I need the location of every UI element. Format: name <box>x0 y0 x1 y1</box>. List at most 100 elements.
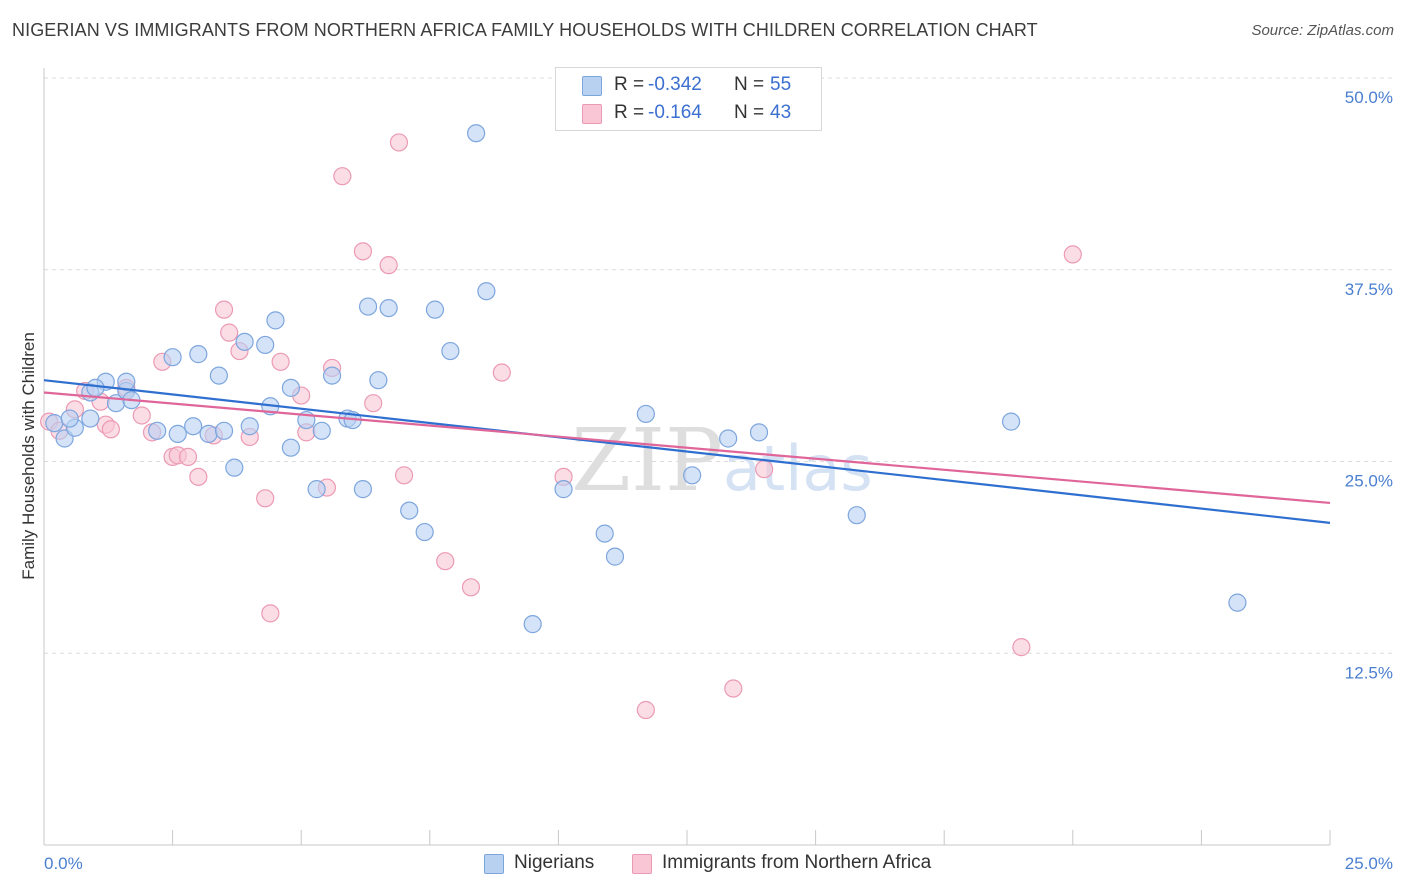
nigerians-point <box>441 341 460 361</box>
r-value: -0.164 <box>648 102 702 123</box>
nigerians-point <box>466 124 486 143</box>
nigerians-point <box>749 423 769 442</box>
immigrants-trend-line <box>43 391 1331 505</box>
nigerians-point <box>353 480 373 499</box>
nigerians-point <box>81 409 100 428</box>
r-label: R = <box>614 102 645 123</box>
nigerians-point <box>240 417 259 436</box>
nigerians-point <box>1228 593 1247 612</box>
nigerians-swatch <box>582 76 602 96</box>
nigerians-point <box>415 522 434 542</box>
immigrants-point <box>364 394 383 413</box>
nigerians-point <box>425 300 445 319</box>
y-axis-label: Family Households with Children <box>19 332 38 580</box>
immigrants-point <box>389 133 409 152</box>
stats-legend: R = -0.342 N = 55 R = -0.164 N = 43 <box>555 67 822 131</box>
nigerians-point <box>312 421 331 440</box>
nigerians-point <box>281 378 301 397</box>
nigerians-point <box>266 311 285 330</box>
watermark-atlas: atlas <box>723 432 873 505</box>
nigerians-point <box>322 366 342 385</box>
series-legend: Nigerians Immigrants from Northern Afric… <box>0 852 1406 878</box>
watermark-zip: ZIP <box>571 411 723 511</box>
immigrants-point <box>1063 245 1082 264</box>
y-tick-label: 50.0% <box>1345 88 1393 107</box>
nigerians-point <box>683 466 702 485</box>
nigerians-point <box>636 404 655 424</box>
immigrants-point <box>256 489 275 508</box>
watermark: ZIPatlas <box>571 411 872 511</box>
nigerians-point <box>163 348 182 367</box>
nigerians-point <box>554 480 573 499</box>
immigrants-point <box>436 552 455 571</box>
n-label: N = <box>734 74 765 95</box>
series-immigrants-points <box>40 79 1082 720</box>
immigrants-point <box>636 700 655 720</box>
chart-source: Source: ZipAtlas.com <box>1251 22 1394 39</box>
nigerians-point <box>400 501 419 520</box>
nigerians-point <box>847 506 866 525</box>
nigerians-point <box>605 547 625 566</box>
nigerians-point <box>209 366 228 385</box>
immigrants-point <box>333 167 352 186</box>
legend-label: Immigrants from Northern Africa <box>662 852 932 873</box>
tick-labels: 12.5% 25.0% 37.5% 50.0% 0.0% 25.0% <box>44 88 1393 873</box>
immigrants-point <box>261 604 280 623</box>
nigerians-point <box>235 332 254 351</box>
x-tick-label: 0.0% <box>44 854 83 873</box>
nigerians-point <box>307 480 326 499</box>
y-tick-label: 37.5% <box>1345 280 1393 299</box>
immigrants-point <box>271 352 290 371</box>
nigerians-point <box>379 299 398 318</box>
immigrants-point <box>220 323 239 342</box>
immigrants-point <box>755 460 774 479</box>
nigerians-point <box>523 615 542 634</box>
nigerians-point <box>477 282 496 301</box>
n-value: 43 <box>770 102 792 123</box>
nigerians-point <box>369 371 388 390</box>
nigerians-point <box>358 297 378 316</box>
nigerians-point <box>1001 412 1021 431</box>
immigrants-point <box>132 406 151 425</box>
n-value: 55 <box>770 74 792 95</box>
y-tick-label: 12.5% <box>1345 663 1393 682</box>
immigrants-point <box>724 679 743 698</box>
immigrants-point <box>101 420 120 439</box>
nigerians-point <box>225 458 244 477</box>
stats-row-immigrants: R = -0.164 N = 43 <box>556 100 821 128</box>
r-value: -0.342 <box>648 74 702 95</box>
immigrants-point <box>492 363 511 382</box>
immigrants-point <box>178 447 198 466</box>
immigrants-point <box>353 242 373 261</box>
immigrants-point <box>394 466 414 485</box>
nigerians-point <box>148 421 167 440</box>
nigerians-point <box>189 345 208 364</box>
r-label: R = <box>614 74 645 95</box>
immigrants-swatch <box>582 104 602 124</box>
nigerians-point <box>168 424 187 443</box>
nigerians-point <box>719 429 738 448</box>
stats-row-nigerians: R = -0.342 N = 55 <box>556 72 821 100</box>
nigerians-point <box>86 378 105 397</box>
nigerians-trend-line <box>43 379 1331 524</box>
x-tick-label: 25.0% <box>1345 854 1393 873</box>
immigrants-legend-swatch <box>632 854 652 874</box>
immigrants-point <box>379 256 398 275</box>
immigrants-point <box>1012 638 1031 657</box>
immigrants-point <box>189 467 208 486</box>
chart-title: NIGERIAN VS IMMIGRANTS FROM NORTHERN AFR… <box>12 20 1038 40</box>
n-label: N = <box>734 102 765 123</box>
legend-label: Nigerians <box>514 852 595 873</box>
immigrants-point <box>461 578 481 597</box>
nigerians-point <box>60 409 79 428</box>
nigerians-point <box>214 421 234 440</box>
nigerians-point <box>199 424 218 443</box>
nigerians-point <box>256 335 275 355</box>
nigerians-point <box>595 524 614 543</box>
series-nigerians-points <box>45 124 1247 634</box>
nigerians-legend-swatch <box>484 854 504 874</box>
nigerians-point <box>184 417 203 436</box>
nigerians-point <box>45 414 64 433</box>
trend-lines <box>43 379 1331 524</box>
